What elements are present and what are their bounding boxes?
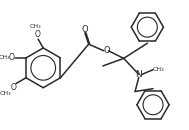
Text: O: O — [103, 46, 110, 55]
Text: O: O — [82, 25, 88, 34]
Text: CH₃: CH₃ — [29, 24, 41, 29]
Text: N: N — [136, 70, 142, 79]
Text: O: O — [9, 53, 15, 62]
Text: CH₃: CH₃ — [0, 91, 12, 96]
Text: O: O — [34, 30, 40, 39]
Text: CH₃: CH₃ — [153, 67, 164, 72]
Text: CH₃: CH₃ — [0, 55, 10, 60]
Text: O: O — [10, 83, 16, 92]
